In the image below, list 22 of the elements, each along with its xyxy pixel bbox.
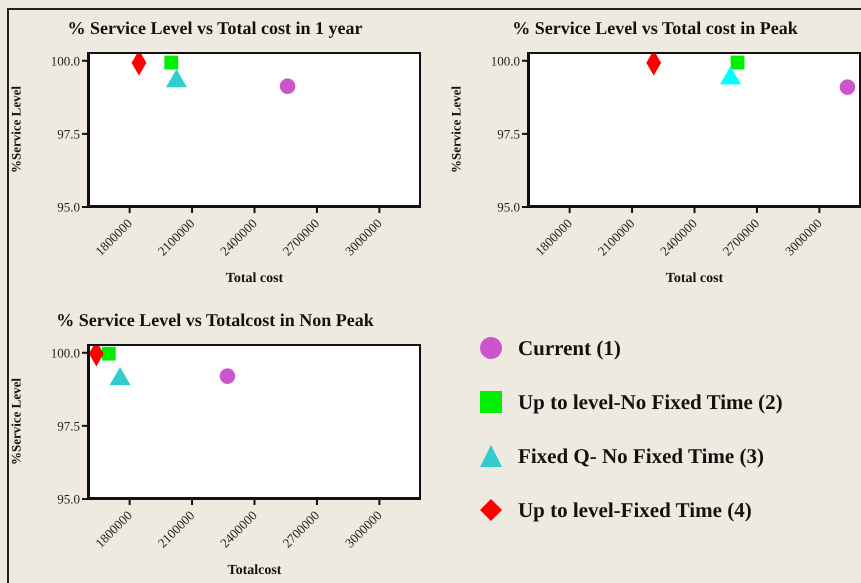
legend-label: Up to level-No Fixed Time (2) <box>518 390 783 414</box>
chart-title: % Service Level vs Total cost in 1 year <box>66 18 364 39</box>
legend-label: Current (1) <box>518 336 621 360</box>
x-axis-title: Total cost <box>666 271 724 286</box>
y-tick-label: 97.5 <box>57 126 80 142</box>
y-axis-title: %Service Level <box>8 86 24 173</box>
legend-label: Fixed Q- No Fixed Time (3) <box>518 444 764 468</box>
y-tick-label: 100.0 <box>50 53 80 68</box>
y-tick-label: 97.5 <box>497 126 520 142</box>
y-tick-label: 95.0 <box>57 200 80 215</box>
y-tick-label: 95.0 <box>57 492 80 507</box>
chart-title: % Service Level vs Total cost in Peak <box>511 18 799 39</box>
y-tick-label: 97.5 <box>57 418 80 434</box>
y-axis-title: %Service Level <box>8 378 24 465</box>
legend-label: Up to level-Fixed Time (4) <box>518 498 752 522</box>
x-axis-title: Totalcost <box>228 563 282 578</box>
y-tick-label: 100.0 <box>490 53 520 68</box>
x-axis-title: Total cost <box>226 271 284 286</box>
y-tick-label: 100.0 <box>50 345 80 360</box>
y-tick-label: 95.0 <box>497 200 520 215</box>
y-axis-title: %Service Level <box>448 86 464 173</box>
chart-title: % Service Level vs Totalcost in Non Peak <box>55 310 375 331</box>
